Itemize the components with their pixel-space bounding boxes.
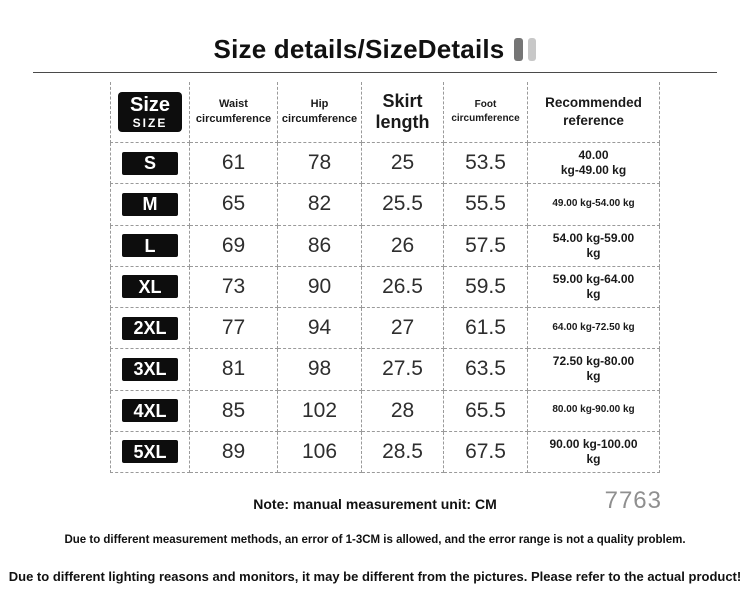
size-cell: 2XL: [110, 308, 190, 350]
size-cell: S: [110, 143, 190, 185]
recommended-value: 64.00 kg-72.50 kg: [528, 308, 660, 350]
foot-value: 63.5: [444, 349, 528, 391]
skirt-length-value: 25: [362, 143, 444, 185]
title-divider: [33, 72, 717, 73]
size-cell: XL: [110, 266, 190, 308]
waist-value: 69: [190, 225, 278, 267]
hip-value: 94: [278, 308, 362, 350]
waist-value: 85: [190, 390, 278, 432]
size-badge: 4XL: [122, 399, 178, 423]
skirt-length-value: 26: [362, 225, 444, 267]
size-header-badge: Size SIZE: [118, 92, 182, 132]
recommended-value: 59.00 kg-64.00 kg: [528, 266, 660, 308]
header-cell-skirt-length: Skirt length: [362, 82, 444, 143]
waist-value: 61: [190, 143, 278, 185]
waist-value: 81: [190, 349, 278, 391]
size-chart-table: Size SIZE Waist circumference Hip circum…: [110, 82, 660, 473]
hip-value: 90: [278, 266, 362, 308]
header-cell-foot: Foot circumference: [444, 82, 528, 143]
size-cell: L: [110, 225, 190, 267]
recommended-line1: 49.00 kg-54.00 kg: [552, 198, 635, 210]
header-cell-size: Size SIZE: [110, 82, 190, 143]
recommended-line2: kg: [586, 451, 601, 466]
pause-bars-icon: [514, 38, 537, 61]
skirt-length-value: 25.5: [362, 184, 444, 226]
skirt-length-value: 28.5: [362, 431, 444, 473]
recommended-line1: 72.50 kg-80.00: [552, 354, 635, 369]
waist-value: 73: [190, 266, 278, 308]
header-cell-hip: Hip circumference: [278, 82, 362, 143]
size-badge: S: [122, 151, 178, 175]
recommended-line2: kg: [586, 286, 601, 301]
recommended-value: 72.50 kg-80.00 kg: [528, 349, 660, 391]
recommended-line1: 64.00 kg-72.50 kg: [552, 321, 635, 333]
size-badge: L: [122, 234, 178, 258]
title-row: Size details/SizeDetails: [0, 34, 750, 65]
size-badge: 5XL: [122, 440, 178, 464]
skirt-length-value: 27: [362, 308, 444, 350]
size-badge: M: [122, 192, 178, 216]
hip-value: 102: [278, 390, 362, 432]
header-cell-recommended: Recommended reference: [528, 82, 660, 143]
recommended-line1: 80.00 kg-90.00 kg: [552, 404, 635, 416]
waist-value: 65: [190, 184, 278, 226]
recommended-line1: 90.00 kg-100.00: [549, 436, 638, 451]
foot-value: 57.5: [444, 225, 528, 267]
measurement-note: Note: manual measurement unit: CM: [253, 496, 497, 512]
recommended-value: 40.00 kg-49.00 kg: [528, 143, 660, 185]
hip-value: 82: [278, 184, 362, 226]
skirt-length-value: 27.5: [362, 349, 444, 391]
foot-value: 65.5: [444, 390, 528, 432]
size-cell: 5XL: [110, 431, 190, 473]
measurement-disclaimer: Due to different measurement methods, an…: [64, 534, 686, 546]
page-title: Size details/SizeDetails: [213, 34, 505, 64]
recommended-line2: kg-49.00 kg: [560, 163, 627, 178]
product-code: 7763: [604, 487, 662, 514]
header-cell-waist: Waist circumference: [190, 82, 278, 143]
hip-value: 98: [278, 349, 362, 391]
recommended-value: 80.00 kg-90.00 kg: [528, 390, 660, 432]
recommended-line1: 59.00 kg-64.00: [552, 271, 635, 286]
waist-value: 89: [190, 431, 278, 473]
size-cell: 3XL: [110, 349, 190, 391]
lighting-disclaimer: Due to different lighting reasons and mo…: [8, 569, 742, 584]
size-badge: XL: [122, 275, 178, 299]
size-header-label-caps: SIZE: [132, 116, 168, 130]
waist-value: 77: [190, 308, 278, 350]
recommended-line2: kg: [586, 369, 601, 384]
foot-value: 61.5: [444, 308, 528, 350]
foot-value: 55.5: [444, 184, 528, 226]
foot-value: 53.5: [444, 143, 528, 185]
size-cell: M: [110, 184, 190, 226]
size-badge: 3XL: [122, 357, 178, 381]
recommended-line2: kg: [586, 245, 601, 260]
recommended-line1: 54.00 kg-59.00: [552, 230, 635, 245]
foot-value: 67.5: [444, 431, 528, 473]
foot-value: 59.5: [444, 266, 528, 308]
recommended-value: 54.00 kg-59.00 kg: [528, 225, 660, 267]
recommended-value: 49.00 kg-54.00 kg: [528, 184, 660, 226]
hip-value: 78: [278, 143, 362, 185]
size-header-label-en: Size: [129, 94, 171, 116]
skirt-length-value: 28: [362, 390, 444, 432]
pause-bar-light: [528, 38, 537, 61]
pause-bar-dark: [514, 38, 524, 61]
recommended-value: 90.00 kg-100.00 kg: [528, 431, 660, 473]
size-badge: 2XL: [122, 316, 178, 340]
recommended-line1: 40.00: [578, 148, 609, 163]
skirt-length-value: 26.5: [362, 266, 444, 308]
hip-value: 106: [278, 431, 362, 473]
hip-value: 86: [278, 225, 362, 267]
size-cell: 4XL: [110, 390, 190, 432]
